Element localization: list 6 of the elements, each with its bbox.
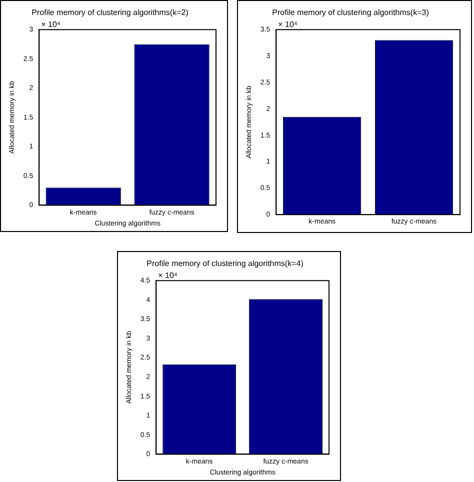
chart-title: Profile memory of clustering algorithms(k=4) bbox=[146, 259, 304, 268]
chart-title: Profile memory of clustering algorithms(k=2) bbox=[32, 8, 189, 18]
chart-title: Profile memory of clustering algorithms(k=3) bbox=[272, 8, 430, 18]
text: × 10⁴ bbox=[278, 20, 298, 29]
text: × 10⁴ bbox=[158, 270, 178, 280]
text: × 10⁴ bbox=[41, 20, 61, 29]
